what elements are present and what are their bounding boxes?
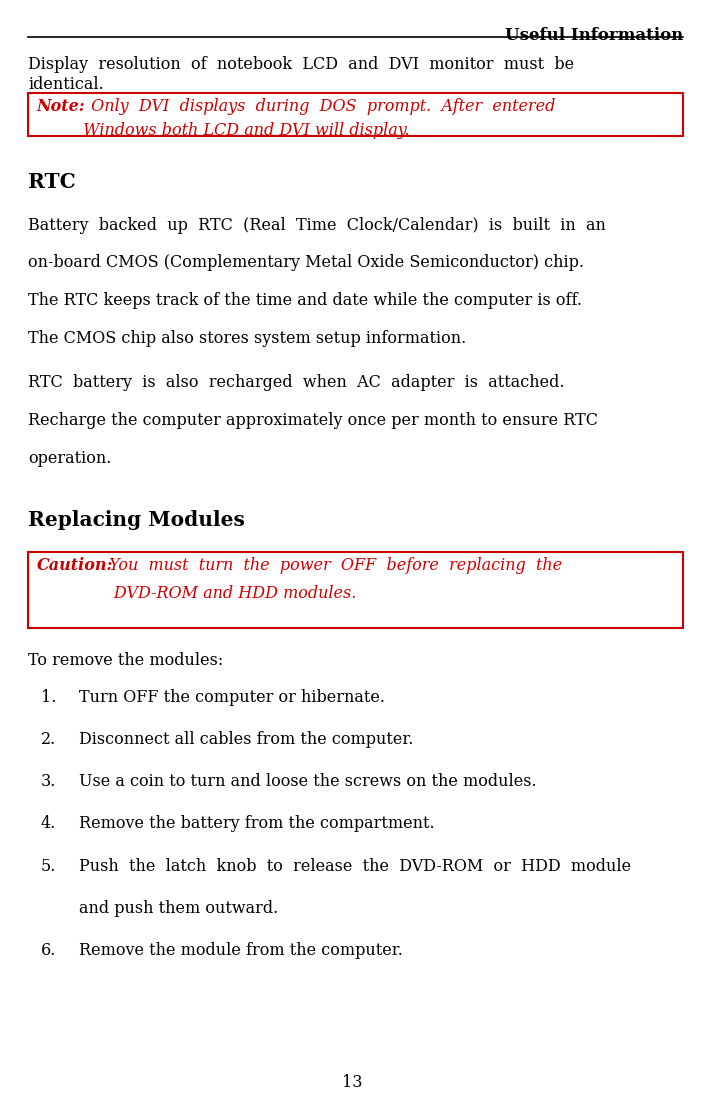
Text: Turn OFF the computer or hibernate.: Turn OFF the computer or hibernate. [79,689,385,705]
Text: The RTC keeps track of the time and date while the computer is off.: The RTC keeps track of the time and date… [28,292,582,309]
Text: RTC  battery  is  also  recharged  when  AC  adapter  is  attached.: RTC battery is also recharged when AC ad… [28,374,565,391]
Text: You  must  turn  the  power  OFF  before  replacing  the: You must turn the power OFF before repla… [104,557,562,573]
Text: 5.: 5. [41,858,56,874]
Text: Remove the module from the computer.: Remove the module from the computer. [79,942,403,959]
FancyBboxPatch shape [28,552,683,628]
Text: To remove the modules:: To remove the modules: [28,652,223,669]
Text: Remove the battery from the compartment.: Remove the battery from the compartment. [79,815,434,832]
FancyBboxPatch shape [28,93,683,136]
Text: Note:: Note: [37,98,85,114]
Text: 1.: 1. [41,689,56,705]
Text: Push  the  latch  knob  to  release  the  DVD-ROM  or  HDD  module: Push the latch knob to release the DVD-R… [79,858,631,874]
Text: Battery  backed  up  RTC  (Real  Time  Clock/Calendar)  is  built  in  an: Battery backed up RTC (Real Time Clock/C… [28,217,606,233]
Text: on-board CMOS (Complementary Metal Oxide Semiconductor) chip.: on-board CMOS (Complementary Metal Oxide… [28,254,584,271]
Text: operation.: operation. [28,450,111,467]
Text: Windows both LCD and DVI will display.: Windows both LCD and DVI will display. [37,122,409,139]
Text: Recharge the computer approximately once per month to ensure RTC: Recharge the computer approximately once… [28,412,598,429]
Text: Display  resolution  of  notebook  LCD  and  DVI  monitor  must  be: Display resolution of notebook LCD and D… [28,56,574,72]
Text: Use a coin to turn and loose the screws on the modules.: Use a coin to turn and loose the screws … [79,773,536,790]
Text: 6.: 6. [41,942,56,959]
Text: DVD-ROM and HDD modules.: DVD-ROM and HDD modules. [37,585,356,602]
Text: The CMOS chip also stores system setup information.: The CMOS chip also stores system setup i… [28,330,467,347]
Text: 4.: 4. [41,815,56,832]
Text: 3.: 3. [41,773,56,790]
Text: Only  DVI  displays  during  DOS  prompt.  After  entered: Only DVI displays during DOS prompt. Aft… [86,98,555,114]
Text: 2.: 2. [41,731,56,748]
Text: Useful Information: Useful Information [505,27,683,43]
Text: 13: 13 [341,1074,363,1091]
Text: identical.: identical. [28,76,104,92]
Text: Caution:: Caution: [37,557,113,573]
Text: RTC: RTC [28,172,76,192]
Text: Replacing Modules: Replacing Modules [28,510,245,530]
Text: Disconnect all cables from the computer.: Disconnect all cables from the computer. [79,731,413,748]
Text: and push them outward.: and push them outward. [79,900,278,917]
